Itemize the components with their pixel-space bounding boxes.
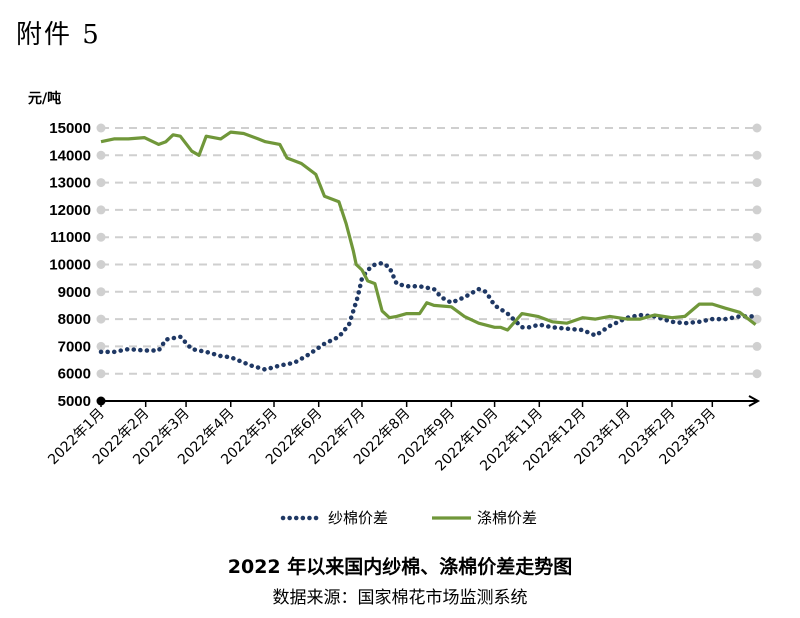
- legend: 纱棉价差 涤棉价差: [280, 509, 537, 527]
- gridline-end-dot: [752, 232, 762, 242]
- gridline-end-dot: [752, 314, 762, 324]
- gridline-end-dot: [752, 260, 762, 269]
- chart-title: 2022 年以来国内纱棉、涤棉价差走势图: [227, 556, 573, 578]
- axes: [96, 395, 761, 407]
- attachment-label: 附件 5: [16, 20, 101, 50]
- x-tick-labels: 2022年1月2022年2月2022年3月2022年4月2022年5月2022年…: [45, 406, 719, 475]
- gridline-end-dot: [96, 205, 106, 215]
- y-tick-label: 13000: [49, 175, 91, 192]
- x-axis-arrow: [748, 395, 761, 407]
- gridline-end-dot: [96, 232, 106, 242]
- polyester-cotton-spread-line: [100, 130, 757, 332]
- y-tick-label: 9000: [58, 284, 91, 301]
- y-tick-label: 14000: [49, 147, 91, 164]
- y-tick-label: 6000: [58, 366, 91, 383]
- y-tick-label: 11000: [50, 229, 91, 246]
- chart-source: 数据来源：国家棉花市场监测系统: [272, 588, 528, 608]
- gridline-end-dot: [96, 178, 106, 188]
- gridline-end-dot: [96, 369, 106, 379]
- legend-label: 纱棉价差: [328, 509, 388, 527]
- gridline-end-dot: [96, 123, 106, 133]
- gridline-end-dot: [96, 150, 106, 160]
- gridline-end-dot: [752, 287, 762, 297]
- gridline-end-dot: [96, 341, 106, 351]
- yarn-cotton-spread-line: [98, 260, 758, 372]
- legend-label: 涤棉价差: [477, 509, 537, 527]
- y-tick-label: 8000: [58, 311, 91, 328]
- gridline-end-dot: [752, 123, 762, 133]
- y-tick-label: 15000: [49, 120, 91, 137]
- y-tick-labels: 5000 6000 7000 8000 9000 10000 11000 12000 13000…: [49, 120, 91, 410]
- gridline-end-dot: [96, 314, 106, 324]
- gridline-end-dot: [752, 150, 762, 160]
- grid-lines: [96, 123, 762, 379]
- gridline-end-dot: [96, 260, 106, 269]
- gridline-end-dot: [752, 205, 762, 215]
- y-tick-label: 10000: [49, 257, 91, 274]
- series: [98, 130, 758, 372]
- gridline-end-dot: [752, 369, 762, 379]
- gridline-end-dot: [752, 178, 762, 188]
- y-tick-label: 12000: [49, 202, 91, 219]
- y-tick-label: 5000: [58, 393, 91, 410]
- y-axis-unit-label: 元/吨: [28, 90, 61, 107]
- y-tick-label: 7000: [58, 338, 91, 355]
- gridline-end-dot: [752, 341, 762, 351]
- gridline-end-dot: [96, 287, 106, 297]
